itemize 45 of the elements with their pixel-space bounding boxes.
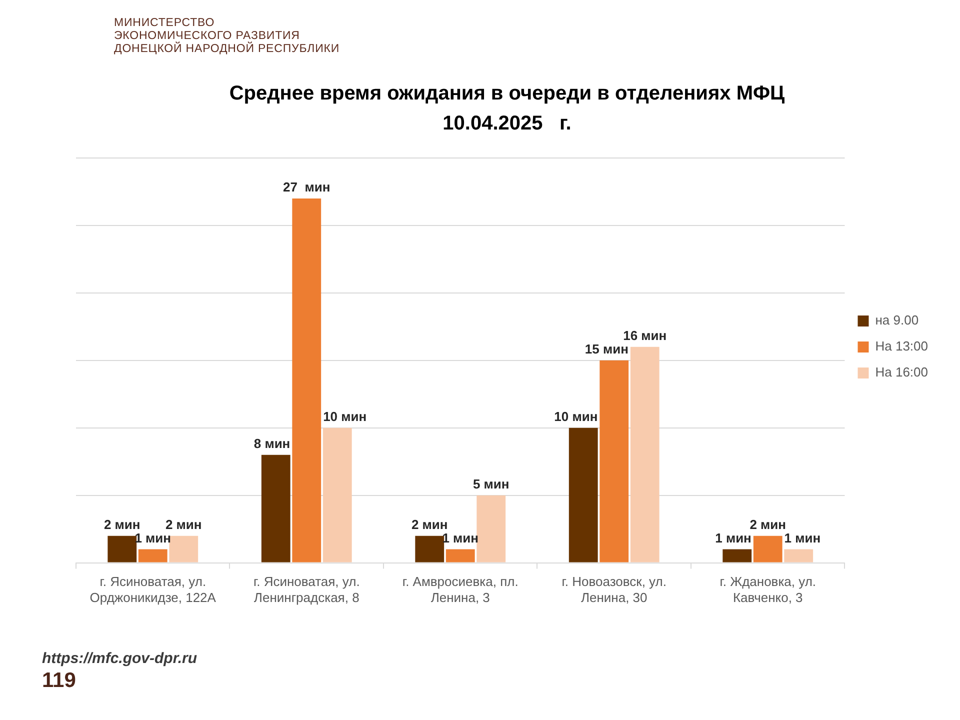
data-label: 1 мин (134, 530, 172, 546)
data-label: 1 мин (784, 530, 821, 546)
bar (292, 198, 322, 562)
x-tick-label: г. Ясиноватая, ул. Орджоникидзе, 122А (90, 574, 216, 605)
data-label: 10 мин (554, 408, 598, 424)
bar (722, 549, 752, 562)
legend-label: на 9.00 (875, 312, 919, 328)
data-label: 10 мин (323, 408, 367, 424)
bar (261, 454, 290, 562)
x-tick-label: г. Ждановка, ул. Кавченко, 3 (720, 574, 816, 605)
bar (784, 549, 814, 562)
data-label: 2 мин (411, 516, 448, 532)
x-tick-label: г. Амвросиевка, пл. Ленина, 3 (402, 574, 518, 605)
bar (630, 346, 660, 562)
chart-subtitle: 10.04.2025 г. (442, 112, 572, 135)
text: ДОНЕЦКОЙ НАРОДНОЙ РЕСПУБЛИКИ (114, 43, 340, 56)
legend-label: На 13:00 (875, 338, 928, 354)
bar (138, 549, 168, 562)
x-tick-label: г. Ясиноватая, ул. Ленинградская, 8 (253, 574, 360, 605)
text: МИНИСТЕРСТВО (114, 17, 215, 30)
data-label: 1 мин (442, 530, 479, 546)
data-label: 16 мин (623, 328, 667, 343)
data-label: 2 мин (750, 516, 786, 532)
legend-label: На 16:00 (875, 364, 928, 380)
data-label: 2 мин (165, 516, 202, 532)
bar (600, 360, 629, 562)
data-label: 27 мин (283, 180, 330, 195)
chart-title: Среднее время ожидания в очереди в отделениях МФЦ (229, 82, 786, 105)
data-label: 1 мин (715, 530, 752, 546)
bar (568, 428, 598, 562)
bar (169, 536, 198, 562)
x-tick-label: г. Новоазовск, ул. Ленина, 30 (562, 574, 666, 605)
data-label: 2 мин (104, 516, 140, 532)
bar (415, 536, 444, 562)
data-label: 8 мин (254, 436, 290, 451)
bar (108, 536, 137, 562)
bar (322, 428, 352, 562)
data-label: 5 мин (472, 476, 510, 492)
text: 119 (42, 669, 76, 692)
text: https://mfc.gov-dpr.ru (42, 650, 197, 668)
bar (753, 536, 782, 562)
bar (476, 495, 506, 562)
text: ЭКОНОМИЧЕСКОГО РАЗВИТИЯ (114, 30, 300, 42)
bar (446, 549, 475, 562)
data-label: 15 мин (584, 341, 628, 356)
